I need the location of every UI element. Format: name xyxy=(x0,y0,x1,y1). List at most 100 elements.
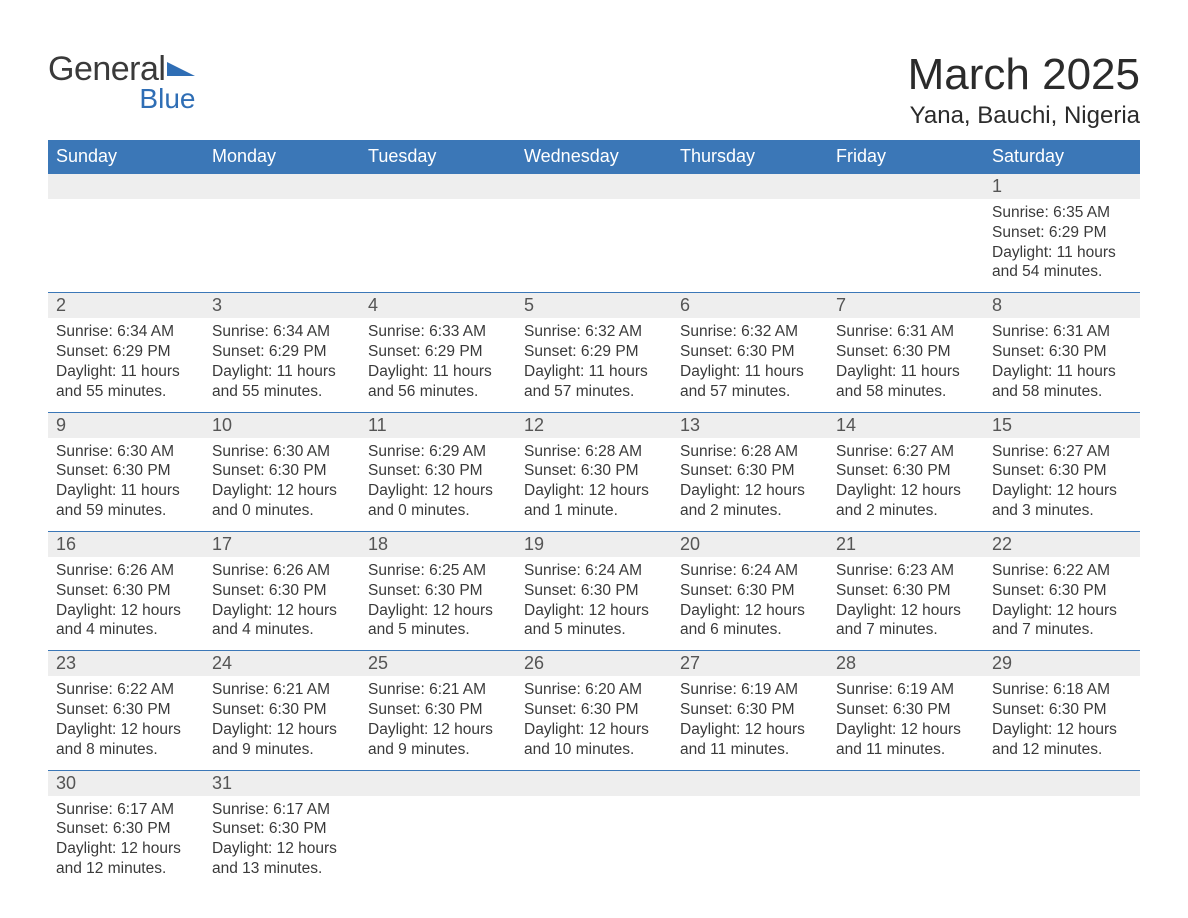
day-detail-cell: Sunrise: 6:17 AMSunset: 6:30 PMDaylight:… xyxy=(204,796,360,889)
day-number-cell xyxy=(828,770,984,796)
sunset-line: Sunset: 6:30 PM xyxy=(836,581,976,601)
day-number-cell: 12 xyxy=(516,412,672,438)
daylight-line: Daylight: 12 hours and 6 minutes. xyxy=(680,601,820,641)
day-number-cell: 7 xyxy=(828,293,984,319)
sunrise-line: Sunrise: 6:23 AM xyxy=(836,561,976,581)
location: Yana, Bauchi, Nigeria xyxy=(908,102,1140,130)
day-detail-cell: Sunrise: 6:21 AMSunset: 6:30 PMDaylight:… xyxy=(204,676,360,770)
sunrise-line: Sunrise: 6:31 AM xyxy=(992,322,1132,342)
day-number-cell: 8 xyxy=(984,293,1140,319)
day-detail-cell: Sunrise: 6:34 AMSunset: 6:29 PMDaylight:… xyxy=(48,318,204,412)
day-detail-cell: Sunrise: 6:28 AMSunset: 6:30 PMDaylight:… xyxy=(672,438,828,532)
sunset-line: Sunset: 6:30 PM xyxy=(368,461,508,481)
column-header: Thursday xyxy=(672,140,828,174)
sunrise-line: Sunrise: 6:18 AM xyxy=(992,680,1132,700)
day-number-cell xyxy=(672,770,828,796)
sunrise-line: Sunrise: 6:27 AM xyxy=(836,442,976,462)
column-header: Friday xyxy=(828,140,984,174)
calendar-body: 1 Sunrise: 6:35 AMSunset: 6:29 PMDayligh… xyxy=(48,174,1140,889)
daylight-line: Daylight: 11 hours and 58 minutes. xyxy=(992,362,1132,402)
day-detail-cell: Sunrise: 6:31 AMSunset: 6:30 PMDaylight:… xyxy=(828,318,984,412)
daylight-line: Daylight: 12 hours and 9 minutes. xyxy=(212,720,352,760)
day-number-cell: 11 xyxy=(360,412,516,438)
sunset-line: Sunset: 6:30 PM xyxy=(56,461,196,481)
day-detail-cell: Sunrise: 6:29 AMSunset: 6:30 PMDaylight:… xyxy=(360,438,516,532)
daylight-line: Daylight: 11 hours and 56 minutes. xyxy=(368,362,508,402)
column-header: Tuesday xyxy=(360,140,516,174)
day-detail-cell xyxy=(672,796,828,889)
sunset-line: Sunset: 6:30 PM xyxy=(368,700,508,720)
title-block: March 2025 Yana, Bauchi, Nigeria xyxy=(908,50,1140,130)
day-number-cell: 13 xyxy=(672,412,828,438)
sunset-line: Sunset: 6:30 PM xyxy=(56,819,196,839)
daynum-row: 9101112131415 xyxy=(48,412,1140,438)
sunrise-line: Sunrise: 6:32 AM xyxy=(680,322,820,342)
daylight-line: Daylight: 12 hours and 11 minutes. xyxy=(680,720,820,760)
daylight-line: Daylight: 12 hours and 0 minutes. xyxy=(368,481,508,521)
day-number-cell xyxy=(360,770,516,796)
day-number-cell: 2 xyxy=(48,293,204,319)
sunset-line: Sunset: 6:30 PM xyxy=(56,700,196,720)
day-detail-cell: Sunrise: 6:19 AMSunset: 6:30 PMDaylight:… xyxy=(828,676,984,770)
sunrise-line: Sunrise: 6:35 AM xyxy=(992,203,1132,223)
day-number-cell: 15 xyxy=(984,412,1140,438)
day-number-cell: 25 xyxy=(360,651,516,677)
day-detail-cell: Sunrise: 6:25 AMSunset: 6:30 PMDaylight:… xyxy=(360,557,516,651)
sunrise-line: Sunrise: 6:32 AM xyxy=(524,322,664,342)
day-number-cell: 6 xyxy=(672,293,828,319)
daylight-line: Daylight: 12 hours and 10 minutes. xyxy=(524,720,664,760)
sunset-line: Sunset: 6:30 PM xyxy=(836,461,976,481)
daylight-line: Daylight: 12 hours and 5 minutes. xyxy=(524,601,664,641)
sunset-line: Sunset: 6:30 PM xyxy=(56,581,196,601)
sunrise-line: Sunrise: 6:26 AM xyxy=(212,561,352,581)
detail-row: Sunrise: 6:34 AM Sunset: 6:29 PM Daylight:… xyxy=(48,318,1140,412)
day-number-cell: 27 xyxy=(672,651,828,677)
sunrise-line: Sunrise: 6:34 AM xyxy=(56,322,196,342)
sunset-line: Sunset: 6:30 PM xyxy=(992,581,1132,601)
day-number-cell xyxy=(672,174,828,200)
sunset-line: Sunset: 6:30 PM xyxy=(992,342,1132,362)
daylight-line: Daylight: 11 hours and 58 minutes. xyxy=(836,362,976,402)
sunrise-line: Sunrise: 6:24 AM xyxy=(680,561,820,581)
day-number-cell: 4 xyxy=(360,293,516,319)
daylight-line: Daylight: 11 hours and 54 minutes. xyxy=(992,243,1132,283)
day-detail-cell xyxy=(48,199,204,293)
day-number-cell: 10 xyxy=(204,412,360,438)
detail-row: Sunrise: 6:17 AMSunset: 6:30 PMDaylight:… xyxy=(48,796,1140,889)
day-number-cell xyxy=(984,770,1140,796)
sunrise-line: Sunrise: 6:25 AM xyxy=(368,561,508,581)
day-number-cell xyxy=(516,174,672,200)
flag-icon xyxy=(167,58,195,85)
day-detail-cell: Sunrise: 6:24 AMSunset: 6:30 PMDaylight:… xyxy=(516,557,672,651)
sunset-line: Sunset: 6:30 PM xyxy=(680,581,820,601)
sunset-line: Sunset: 6:30 PM xyxy=(524,581,664,601)
sunrise-line: Sunrise: 6:33 AM xyxy=(368,322,508,342)
day-detail-cell: Sunrise: 6:19 AMSunset: 6:30 PMDaylight:… xyxy=(672,676,828,770)
sunrise-line: Sunrise: 6:21 AM xyxy=(368,680,508,700)
sunset-line: Sunset: 6:29 PM xyxy=(524,342,664,362)
day-detail-cell: Sunrise: 6:35 AMSunset: 6:29 PMDaylight:… xyxy=(984,199,1140,293)
day-detail-cell: Sunrise: 6:24 AMSunset: 6:30 PMDaylight:… xyxy=(672,557,828,651)
sunrise-line: Sunrise: 6:21 AM xyxy=(212,680,352,700)
day-number-cell xyxy=(204,174,360,200)
sunrise-line: Sunrise: 6:17 AM xyxy=(56,800,196,820)
sunrise-line: Sunrise: 6:31 AM xyxy=(836,322,976,342)
day-detail-cell: Sunrise: 6:26 AMSunset: 6:30 PMDaylight:… xyxy=(48,557,204,651)
day-detail-cell xyxy=(828,796,984,889)
day-number-cell: 29 xyxy=(984,651,1140,677)
daylight-line: Daylight: 11 hours and 57 minutes. xyxy=(680,362,820,402)
logo-text-blue: Blue xyxy=(126,83,195,115)
daylight-line: Daylight: 12 hours and 7 minutes. xyxy=(992,601,1132,641)
day-detail-cell: Sunrise: 6:27 AMSunset: 6:30 PMDaylight:… xyxy=(828,438,984,532)
sunrise-line: Sunrise: 6:26 AM xyxy=(56,561,196,581)
detail-row: Sunrise: 6:30 AMSunset: 6:30 PMDaylight:… xyxy=(48,438,1140,532)
sunrise-line: Sunrise: 6:27 AM xyxy=(992,442,1132,462)
daylight-line: Daylight: 12 hours and 0 minutes. xyxy=(212,481,352,521)
day-detail-cell: Sunrise: 6:22 AMSunset: 6:30 PMDaylight:… xyxy=(984,557,1140,651)
daylight-line: Daylight: 12 hours and 3 minutes. xyxy=(992,481,1132,521)
daylight-line: Daylight: 12 hours and 5 minutes. xyxy=(368,601,508,641)
day-detail-cell: Sunrise: 6:30 AMSunset: 6:30 PMDaylight:… xyxy=(204,438,360,532)
day-detail-cell xyxy=(360,796,516,889)
column-header: Monday xyxy=(204,140,360,174)
day-number-cell xyxy=(360,174,516,200)
